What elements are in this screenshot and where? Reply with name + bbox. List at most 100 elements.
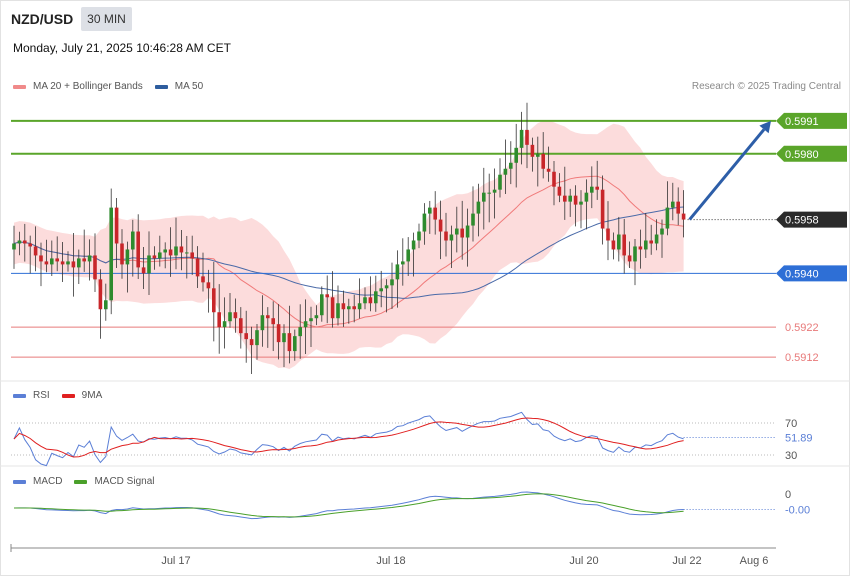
candle-body — [600, 189, 605, 229]
chart-datetime: Monday, July 21, 2025 10:46:28 AM CET — [13, 41, 231, 55]
support-2-label: 0.5912 — [785, 352, 819, 364]
candle-body — [541, 153, 545, 169]
candle-body — [476, 201, 481, 214]
resistance-1-label: 0.5991 — [785, 116, 819, 128]
candle-body — [428, 207, 432, 214]
candle-body — [66, 261, 70, 265]
candle-body — [50, 258, 54, 265]
candle-body — [617, 234, 621, 250]
main-legend: MA 20 + Bollinger Bands MA 50 — [13, 81, 215, 92]
candle-body — [417, 231, 421, 241]
candle-body — [390, 279, 394, 286]
candle-body — [39, 255, 43, 262]
candle-body — [158, 252, 162, 259]
candle-body — [71, 261, 76, 268]
candle-body — [131, 231, 135, 250]
rsi-line — [13, 411, 684, 467]
candle-body — [28, 243, 32, 247]
candle-body — [546, 168, 551, 172]
candle-body — [249, 339, 254, 346]
candle-body — [98, 279, 103, 310]
candle-body — [168, 249, 173, 256]
x-tick-label: Jul 17 — [161, 555, 190, 567]
candle-body — [77, 258, 81, 268]
legend-swatch-macd-signal — [74, 479, 88, 484]
candle-body — [244, 333, 248, 340]
candle-body — [136, 231, 140, 268]
candle-body — [622, 234, 626, 256]
current-price-label: 0.5958 — [785, 215, 819, 227]
candle-body — [422, 213, 427, 232]
candle-body — [185, 252, 189, 254]
rsi-ma-line — [13, 417, 684, 458]
pivot-label: 0.5940 — [785, 268, 819, 280]
candle-body — [671, 201, 675, 208]
legend-item-macd: MACD — [13, 476, 62, 487]
timeframe-button[interactable]: 30 MIN — [81, 7, 132, 31]
candle-body — [109, 207, 113, 301]
candle-body — [352, 306, 356, 310]
legend-item-ma20: MA 20 + Bollinger Bands — [13, 81, 143, 92]
candle-body — [179, 246, 184, 253]
candle-body — [298, 327, 302, 337]
macd-current-label: -0.00 — [785, 504, 810, 516]
candle-body — [174, 246, 178, 256]
legend-item-rsi-9ma: 9MA — [61, 390, 103, 401]
candle-body — [190, 252, 194, 259]
candle-body — [152, 255, 157, 259]
candle-body — [433, 207, 437, 220]
candle-body — [44, 261, 49, 265]
projection-arrow-line — [688, 128, 766, 221]
candle-body — [611, 240, 616, 250]
candle-body — [17, 240, 22, 244]
candle-body — [82, 258, 86, 262]
candle-body — [222, 321, 227, 328]
candle-body — [406, 249, 410, 262]
candle-body — [519, 129, 524, 148]
candle-body — [638, 246, 643, 250]
x-tick-label: Aug 6 — [740, 555, 769, 567]
candle-body — [498, 174, 502, 190]
candle-body — [60, 261, 65, 265]
candle-body — [33, 246, 38, 256]
candle-body — [595, 186, 599, 190]
candle-body — [401, 261, 405, 265]
macd-tick-0: 0 — [785, 489, 791, 501]
macd-line — [13, 491, 684, 520]
x-tick-label: Jul 22 — [672, 555, 701, 567]
candle-body — [395, 264, 400, 280]
legend-swatch-9ma — [61, 393, 75, 398]
candle-body — [444, 231, 448, 241]
candle-body — [330, 297, 335, 319]
candle-body — [606, 228, 610, 241]
candle-body — [287, 333, 292, 352]
candle-body — [336, 303, 340, 319]
rsi-tick-70: 70 — [785, 418, 797, 430]
candle-body — [141, 267, 146, 274]
symbol-label: NZD/USD — [11, 11, 74, 27]
candle-body — [125, 249, 130, 265]
legend-item-rsi: RSI — [13, 390, 50, 401]
candle-body — [260, 315, 265, 331]
x-tick-label: Jul 20 — [569, 555, 598, 567]
candle-body — [536, 153, 540, 157]
candle-body — [201, 276, 205, 283]
candle-body — [579, 201, 583, 205]
candle-body — [309, 318, 313, 322]
legend-label-9ma: 9MA — [81, 390, 103, 401]
legend-label-macd-signal: MACD Signal — [94, 476, 155, 487]
candle-body — [654, 234, 659, 244]
candle-body — [212, 288, 216, 313]
candle-body — [363, 297, 367, 304]
candle-body — [147, 255, 151, 274]
candle-body — [411, 240, 416, 250]
candle-body — [465, 225, 470, 238]
legend-swatch-macd — [13, 479, 26, 484]
legend-label-macd: MACD — [33, 476, 63, 487]
candle-body — [676, 201, 680, 214]
candle-body — [357, 303, 362, 310]
candle-body — [552, 171, 556, 187]
candle-body — [492, 189, 497, 193]
candle-body — [384, 285, 389, 289]
